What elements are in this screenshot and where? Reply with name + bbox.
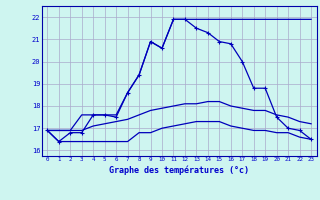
X-axis label: Graphe des températures (°c): Graphe des températures (°c) xyxy=(109,165,249,175)
